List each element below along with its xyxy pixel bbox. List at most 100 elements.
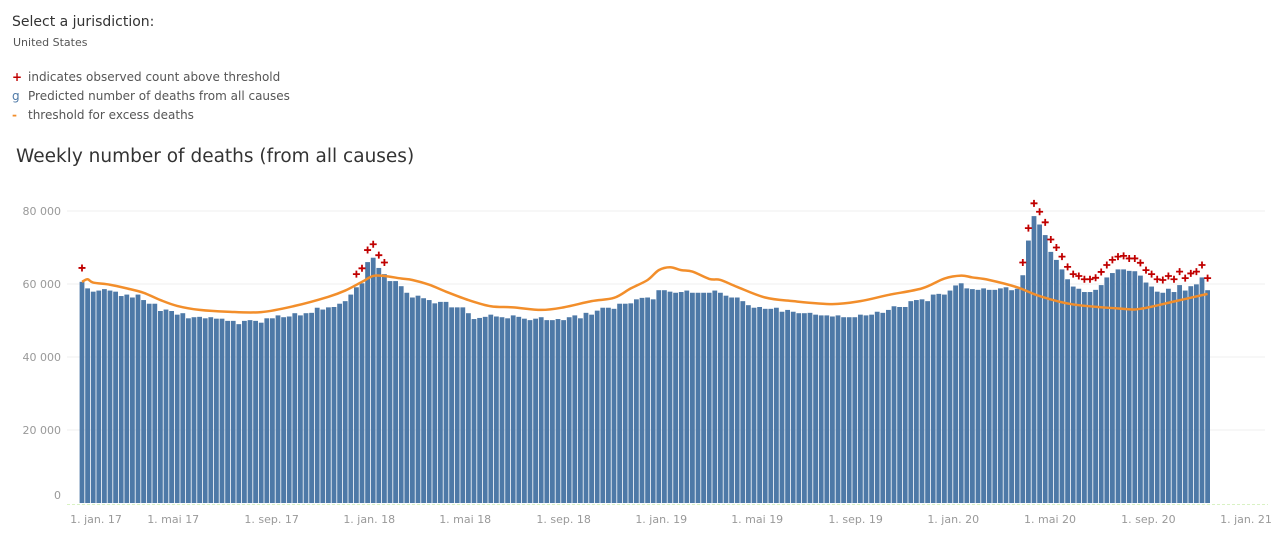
bar (701, 292, 706, 503)
y-tick-label: 0 (54, 489, 61, 502)
bar (281, 317, 286, 503)
bar (102, 289, 107, 503)
bar (583, 312, 589, 503)
observed-plus-marker (1030, 199, 1038, 207)
y-tick-label: 60 000 (23, 278, 62, 291)
bar (1003, 287, 1009, 503)
observed-plus-marker (1019, 258, 1027, 266)
bar (1182, 290, 1188, 503)
observed-plus-marker (1086, 275, 1094, 283)
bar (746, 305, 751, 503)
bar (421, 298, 426, 503)
bar (863, 315, 869, 503)
bar (678, 292, 684, 503)
bar (1205, 290, 1210, 503)
observed-plus-marker (1120, 252, 1128, 260)
legend: + indicates observed count above thresho… (12, 68, 290, 125)
bar (869, 314, 874, 503)
bar (258, 322, 264, 503)
bar (186, 318, 191, 503)
bar (723, 295, 729, 503)
bar (762, 308, 768, 503)
bar (986, 289, 992, 503)
bar (1093, 289, 1098, 503)
observed-plus-marker (1036, 208, 1044, 216)
bar (432, 303, 438, 503)
bar (510, 315, 516, 503)
bar (566, 317, 572, 503)
bar (594, 310, 600, 503)
bar (516, 316, 522, 503)
bar (757, 306, 762, 503)
bar (477, 317, 482, 503)
bar (970, 289, 975, 503)
bar (1070, 286, 1076, 503)
bar (1009, 290, 1014, 503)
bar (606, 307, 611, 503)
bar (1104, 277, 1110, 503)
bar (135, 294, 141, 503)
bar (85, 288, 90, 503)
bar (438, 301, 443, 503)
bar (902, 306, 908, 503)
bar (197, 316, 202, 503)
bar (555, 319, 561, 503)
chart-title: Weekly number of deaths (from all causes… (16, 146, 415, 167)
bar (958, 283, 964, 503)
observed-plus-marker (1069, 270, 1077, 278)
bar (835, 315, 841, 503)
bar (1037, 224, 1042, 503)
observed-plus-marker (1142, 266, 1150, 274)
bar (320, 309, 326, 503)
bar (622, 303, 628, 503)
bar (673, 292, 678, 503)
observed-plus-marker (1176, 268, 1184, 276)
bar (482, 316, 488, 503)
bar (146, 303, 152, 503)
jurisdiction-selector[interactable]: United States (13, 36, 88, 49)
x-tick-label: 1. jan. 21 (1220, 513, 1272, 526)
bar (785, 309, 790, 503)
bar (174, 314, 180, 503)
bar (275, 315, 281, 503)
bar (1082, 292, 1087, 503)
bar (690, 292, 695, 503)
line-icon: - (12, 108, 17, 122)
bar (359, 283, 365, 503)
bar (163, 309, 169, 503)
bar (667, 291, 673, 503)
x-tick-label: 1. jan. 19 (635, 513, 687, 526)
bar (219, 318, 225, 503)
bar (1065, 279, 1070, 503)
observed-plus-marker (1181, 274, 1189, 282)
bar (942, 294, 947, 503)
y-tick-label: 40 000 (23, 351, 62, 364)
bar (1014, 288, 1020, 503)
observed-plus-marker (1047, 235, 1055, 243)
x-tick-label: 1. jan. 18 (343, 513, 395, 526)
observed-plus-marker (1164, 272, 1172, 280)
bar (1166, 288, 1171, 503)
bar (813, 314, 818, 503)
legend-label: Predicted number of deaths from all caus… (28, 89, 290, 103)
bar (975, 289, 981, 503)
bar (774, 307, 779, 503)
plus-icon: + (12, 70, 23, 84)
bar (992, 289, 998, 503)
bar (1054, 259, 1059, 503)
bar (914, 300, 919, 503)
bar (79, 281, 85, 503)
bar (1154, 291, 1160, 503)
observed-plus-marker (1198, 261, 1206, 269)
bar (561, 320, 566, 503)
bar (998, 288, 1003, 503)
bar (130, 297, 135, 503)
legend-label: indicates observed count above threshold (28, 70, 281, 84)
bar (841, 317, 846, 503)
bar (706, 292, 712, 503)
bar (286, 316, 292, 503)
bar (858, 314, 863, 503)
observed-plus-marker (1075, 272, 1083, 280)
bar (718, 292, 723, 503)
bar (947, 290, 953, 503)
